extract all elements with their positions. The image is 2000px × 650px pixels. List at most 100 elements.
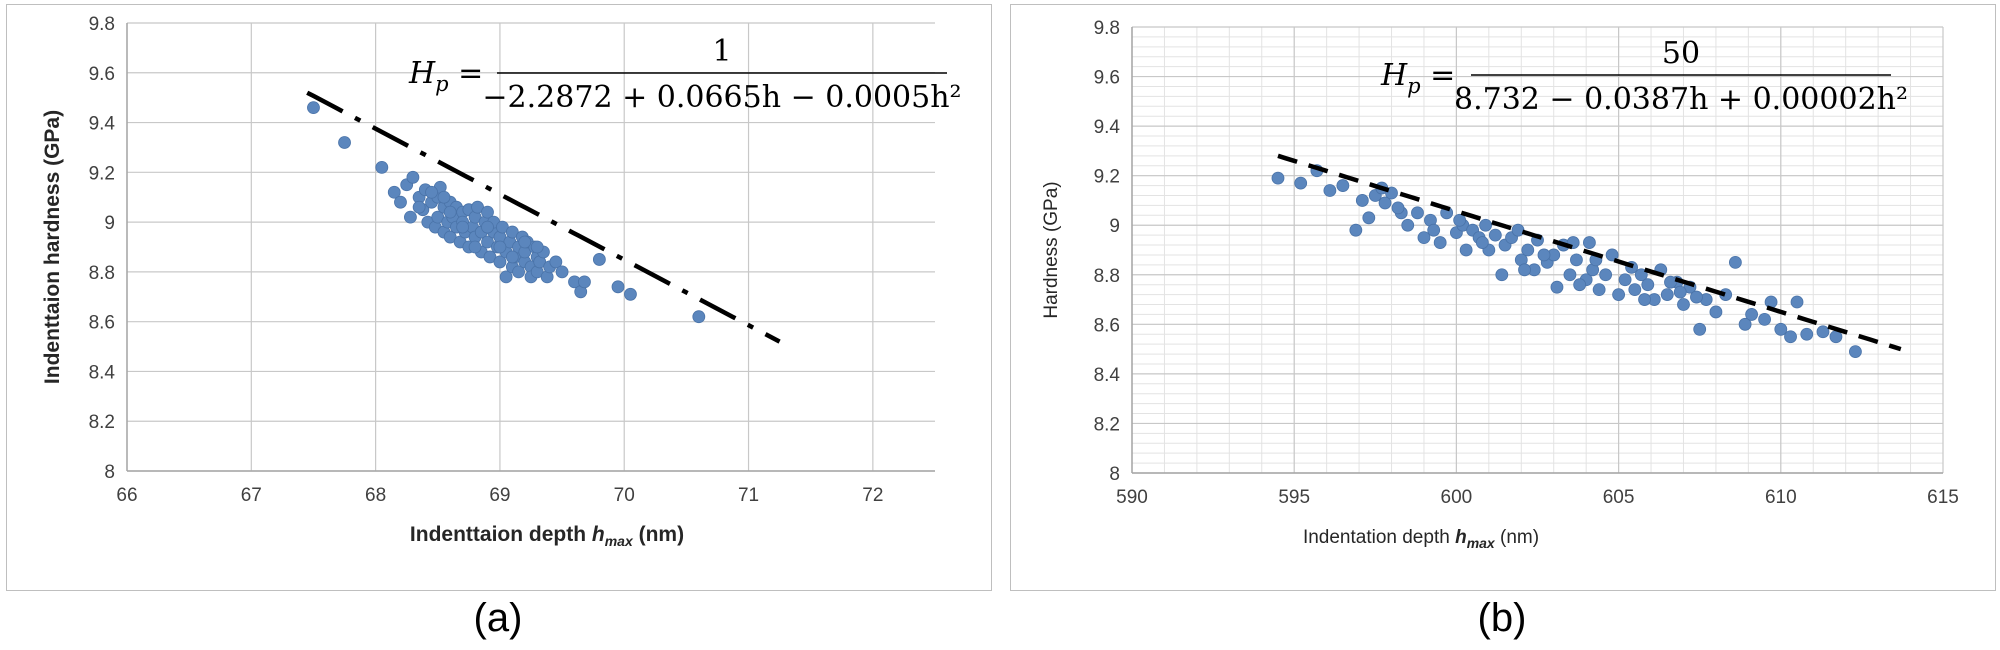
- data-point: [1677, 298, 1690, 311]
- data-point: [1411, 206, 1424, 220]
- data-point: [1294, 176, 1308, 190]
- x-tick-label: 67: [241, 485, 262, 506]
- y-tick-label: 8.8: [89, 263, 115, 284]
- data-point: [1758, 312, 1771, 326]
- data-point: [387, 185, 401, 199]
- x-tick-label: 70: [614, 485, 635, 506]
- x-axis-label: Indentation depth hmax (nm): [1303, 527, 1539, 551]
- y-tick-label: 8: [104, 462, 115, 483]
- data-point: [1521, 243, 1535, 257]
- data-point: [1664, 275, 1677, 289]
- panel-a: 8 8.2 8.4 8.6 8.8 9 9.2 9.4 9.6 9.8 66 67 68 69 70 71 72…: [6, 4, 992, 591]
- data-point: [1612, 288, 1625, 302]
- chart-b: 8 8.2 8.4 8.6 8.8 9 9.2 9.4 9.6 9.8 590 595 600 605 61…: [1041, 18, 1959, 551]
- y-tick-label: 9.8: [1094, 18, 1120, 39]
- data-point: [1453, 213, 1467, 227]
- equation-lhs: Hp =: [1380, 58, 1455, 98]
- panel-b: 8 8.2 8.4 8.6 8.8 9 9.2 9.4 9.6 9.8 590 595 600 605 61…: [1010, 4, 1996, 591]
- caption-a: (a): [473, 596, 523, 640]
- data-point: [1660, 288, 1674, 302]
- y-tick-label: 9.8: [89, 14, 115, 35]
- y-tick-label: 8.4: [89, 362, 116, 383]
- data-point: [493, 255, 507, 269]
- fit-curve: [1277, 153, 1902, 352]
- data-point: [1518, 263, 1531, 277]
- data-point: [692, 310, 706, 324]
- x-tick-label: 610: [1765, 487, 1797, 508]
- y-tick-label: 8.6: [1094, 315, 1120, 336]
- data-point: [1583, 236, 1596, 249]
- x-axis-label-text: Indenttaion depth: [410, 523, 586, 546]
- x-tick-label: 615: [1927, 487, 1959, 508]
- data-point: [412, 200, 426, 214]
- data-point: [1800, 327, 1814, 341]
- y-tick-label: 9: [104, 213, 115, 234]
- data-point: [549, 255, 563, 269]
- data-point: [555, 265, 569, 279]
- x-axis-label-subscript: max: [605, 533, 634, 549]
- data-point: [1784, 330, 1797, 344]
- data-point: [624, 287, 637, 301]
- data-point: [1641, 278, 1655, 292]
- data-point: [1738, 317, 1752, 331]
- y-axis-label: Indenttaion hardness (GPa): [41, 110, 64, 384]
- x-tick-label: 600: [1441, 487, 1473, 508]
- data-point: [499, 270, 513, 284]
- y-axis-label: Hardness (GPa): [1041, 181, 1062, 318]
- data-point: [1605, 248, 1619, 262]
- fit-curve: [306, 90, 781, 344]
- chart-a: 8 8.2 8.4 8.6 8.8 9 9.2 9.4 9.6 9.8 66 67 68 69 70 71 72…: [41, 14, 962, 549]
- data-point: [375, 160, 389, 174]
- data-point: [1475, 236, 1489, 249]
- data-point: [1693, 322, 1707, 336]
- equation-denominator: 8.732 − 0.0387h + 0.00002h²: [1454, 82, 1908, 117]
- data-point: [1690, 290, 1703, 304]
- data-point: [1495, 268, 1509, 282]
- y-tick-label: 9.4: [1094, 117, 1121, 138]
- equation-denominator: −2.2872 + 0.0665h − 0.0005h²: [482, 80, 961, 115]
- data-point: [1323, 184, 1337, 197]
- data-point: [1728, 255, 1742, 269]
- x-axis-label: Indenttaion depth hmax (nm): [410, 523, 684, 549]
- y-tick-label: 8.4: [1094, 365, 1121, 386]
- x-tick-label: 605: [1603, 487, 1635, 508]
- data-point: [518, 235, 532, 249]
- data-point: [1511, 223, 1525, 237]
- y-tick-label: 8.2: [89, 412, 115, 433]
- data-point: [1764, 295, 1778, 309]
- y-tick-label: 8: [1109, 464, 1120, 485]
- data-point: [1618, 273, 1632, 287]
- data-point: [443, 205, 457, 219]
- data-point: [1563, 268, 1577, 282]
- data-point: [1628, 283, 1642, 297]
- data-point: [1790, 295, 1804, 309]
- data-point: [1849, 345, 1862, 358]
- x-tick-label: 71: [738, 485, 759, 506]
- data-point: [481, 205, 494, 219]
- data-point: [512, 265, 525, 279]
- data-point: [1550, 280, 1564, 294]
- data-point: [530, 240, 544, 254]
- x-axis-label-text: Indentation depth: [1303, 527, 1450, 548]
- data-point: [425, 185, 438, 199]
- x-axis-label-unit: (nm): [633, 523, 684, 546]
- data-point: [1537, 248, 1551, 262]
- data-point: [1427, 223, 1441, 237]
- data-point: [611, 280, 625, 294]
- data-point: [1709, 305, 1723, 319]
- data-point: [1592, 283, 1606, 297]
- y-tick-label: 8.8: [1094, 266, 1120, 287]
- data-point: [1816, 325, 1830, 339]
- data-point: [493, 240, 507, 254]
- x-tick-label: 590: [1116, 487, 1148, 508]
- data-point: [578, 275, 591, 289]
- y-tick-label: 8.2: [1094, 414, 1120, 435]
- data-point: [481, 220, 494, 234]
- y-tick-label: 9.6: [1094, 68, 1120, 89]
- y-tick-label: 9.6: [89, 64, 115, 85]
- equation-numerator: 1: [712, 34, 731, 69]
- data-point: [1488, 228, 1502, 242]
- x-tick-label: 66: [116, 485, 137, 506]
- data-point: [1459, 243, 1473, 257]
- data-point: [1378, 196, 1392, 210]
